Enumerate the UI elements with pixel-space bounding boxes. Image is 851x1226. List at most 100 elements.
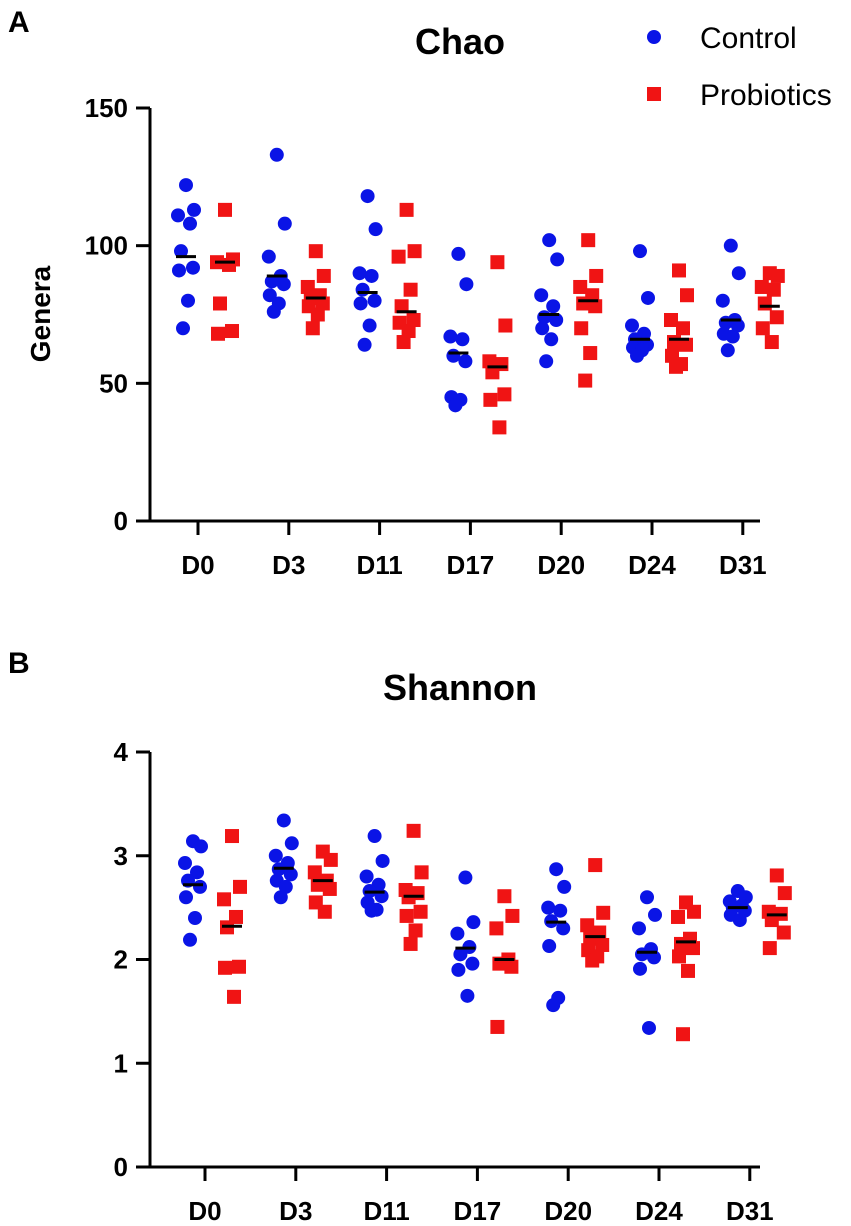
chart-a-control-point xyxy=(357,337,372,352)
chart-a-probiotics-point xyxy=(399,202,414,217)
chart-a-probiotics-point xyxy=(218,202,232,217)
chart-a-control-point xyxy=(181,293,195,308)
chart-b-probiotics-point xyxy=(769,868,784,883)
chart-a-probiotics-point xyxy=(401,324,416,339)
chart-b-control-point xyxy=(732,913,747,928)
chart-a-control-point xyxy=(725,329,740,344)
chart-a-control-point xyxy=(731,266,746,281)
chart-b-probiotics-point xyxy=(505,908,520,923)
chart-b-control-point xyxy=(546,998,561,1013)
chart-b-probiotics-point xyxy=(776,925,791,940)
chart-b-control-point xyxy=(647,950,661,965)
chart-b-control-point xyxy=(451,962,466,977)
chart-a-control-point xyxy=(353,296,368,311)
chart-a-axes: 0 50 100 150 D0 D3 D11 D17 D20 D24 D31 xyxy=(85,93,767,580)
chart-b-control-point xyxy=(273,890,288,905)
chart-b-control-point xyxy=(188,911,202,925)
chart-a-control-point xyxy=(362,318,377,333)
chart-a-probiotics-point xyxy=(300,279,315,294)
chart-a-control-point xyxy=(542,233,557,248)
chart-b-probiotics-point xyxy=(232,959,246,974)
chart-b-control-point xyxy=(465,956,480,971)
chart-b-control-point xyxy=(283,867,298,882)
chart-b-probiotics-point xyxy=(585,953,600,968)
chart-b-probiotics-point xyxy=(323,852,338,867)
chart-b-x-tick-label-d20: D20 xyxy=(544,1196,592,1226)
chart-b-control-point xyxy=(542,939,557,954)
chart-b-probiotics-point xyxy=(217,892,231,907)
chart-a-control-point xyxy=(174,244,188,259)
chart-b-control-point xyxy=(635,947,649,962)
chart-a-control-point xyxy=(534,288,549,303)
chart-b-probiotics-point xyxy=(307,865,322,880)
chart-b-control-point xyxy=(458,870,473,885)
chart-a-probiotics-point xyxy=(222,257,236,272)
chart-a-control-point xyxy=(368,222,383,237)
chart-a-control-point xyxy=(720,343,735,358)
chart-a-control-point xyxy=(451,246,466,261)
chart-b-probiotics-point xyxy=(672,949,686,964)
chart-a-probiotics-point xyxy=(672,263,686,278)
chart-a-control-point xyxy=(186,260,200,275)
chart-b-probiotics-point xyxy=(227,989,241,1004)
chart-a-probiotics-point xyxy=(485,365,500,380)
chart-b-y-tick-label: 4 xyxy=(114,737,129,767)
chart-a-control-point xyxy=(715,293,730,308)
chart-b-control-point xyxy=(632,921,646,936)
chart-a-probiotics-point xyxy=(213,296,227,311)
chart-a-probiotics-point xyxy=(679,337,693,352)
chart-b-y-tick-label: 1 xyxy=(114,1048,128,1078)
chart-a-control-point xyxy=(187,202,201,217)
chart-a-control-point xyxy=(641,290,655,305)
chart-b-probiotics-point xyxy=(764,913,779,928)
chart-a-probiotics-point xyxy=(394,299,409,314)
chart-b-control-point xyxy=(190,865,204,880)
chart-a-probiotics-point xyxy=(578,373,593,388)
chart-b-axes: 0 1 2 3 4 D0 D3 D11 D17 D20 D24 D31 xyxy=(114,737,774,1226)
chart-b-control-point xyxy=(648,907,662,922)
chart-b-probiotics-point xyxy=(497,889,512,904)
chart-b-probiotics-point xyxy=(225,829,239,844)
chart-a-probiotics-point xyxy=(755,321,770,336)
chart-b-control-point xyxy=(642,1020,656,1035)
chart-b-control-point xyxy=(450,926,465,941)
chart-b-control-point xyxy=(276,813,291,828)
chart-b-control-point xyxy=(640,890,654,905)
chart-a-control-point xyxy=(458,354,473,369)
chart-a-probiotics-point xyxy=(581,233,596,248)
chart-b-control-point xyxy=(375,853,390,868)
chart-b-x-tick-label-d0: D0 xyxy=(188,1196,221,1226)
chart-a-control-point xyxy=(443,329,458,344)
chart-b-control-point xyxy=(367,829,382,844)
chart-b-probiotics-point xyxy=(414,865,429,880)
chart-a-probiotics-point xyxy=(391,249,406,264)
legend-probiotics-marker xyxy=(647,87,661,101)
chart-b-x-tick-label-d24: D24 xyxy=(635,1196,683,1226)
chart-a-control-point xyxy=(360,189,375,204)
chart-a-probiotics-point xyxy=(574,321,589,336)
chart-b-probiotics-point xyxy=(413,904,428,919)
chart-b-control-point xyxy=(359,869,374,884)
chart-a-probiotics-point xyxy=(490,255,505,270)
chart-b-control-point xyxy=(460,988,475,1003)
chart-a-control-point xyxy=(367,293,382,308)
chart-a-probiotics-point xyxy=(664,313,678,328)
chart-a-control-point xyxy=(630,348,644,363)
chart-a-probiotics-point xyxy=(770,268,785,283)
chart-a-probiotics-point xyxy=(498,318,513,333)
chart-a-probiotics-point xyxy=(676,321,690,336)
chart-a-control-point xyxy=(633,244,647,259)
chart-b-probiotics-point xyxy=(317,904,332,919)
chart-a-points xyxy=(171,147,785,435)
chart-b-probiotics-point xyxy=(596,905,611,920)
chart-a-y-tick-label: 50 xyxy=(99,368,128,398)
chart-a-control-point xyxy=(352,266,367,281)
legend-control-marker xyxy=(647,30,661,44)
chart-b-probiotics-point xyxy=(687,904,701,919)
chart-a-control-point xyxy=(730,318,745,333)
chart-panel-b: B Shannon 0 1 2 3 4 D0 D3 D11 D17 D20 D24 D31 xyxy=(8,647,792,1226)
chart-a-control-point xyxy=(550,252,565,267)
chart-a-probiotics-point xyxy=(305,321,320,336)
chart-b-control-point xyxy=(284,836,299,851)
